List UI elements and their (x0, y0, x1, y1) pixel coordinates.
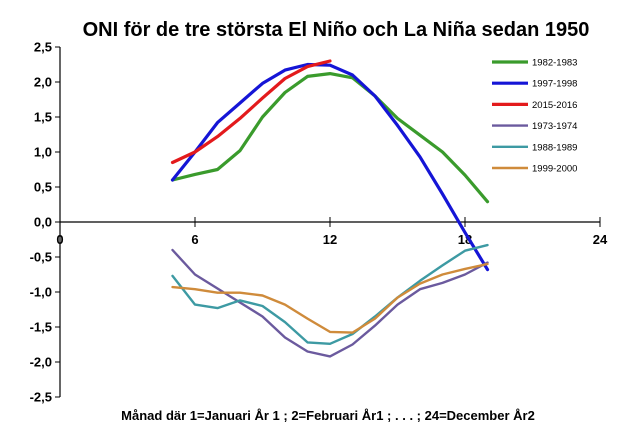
series-line-1999-2000 (171, 262, 489, 334)
y-tick-label: -1,5 (30, 320, 52, 335)
y-tick-label: -2,0 (30, 355, 52, 370)
x-tick-label: 12 (323, 232, 337, 247)
series-line-1988-1989 (171, 243, 489, 345)
y-tick-label: 2,0 (34, 75, 52, 90)
y-tick-label: 0,0 (34, 215, 52, 230)
y-tick-label: -0,5 (30, 250, 52, 265)
series-line-1982-1983 (170, 71, 490, 204)
y-tick-label: 1,0 (34, 145, 52, 160)
legend-label: 1973-1974 (532, 121, 577, 132)
chart-title: ONI för de tre största El Niño och La Ni… (83, 19, 590, 41)
legend: 1982-1983 1997-1998 2015-2016 1973-1974 1988… (492, 58, 577, 175)
x-tick-label: 24 (593, 232, 608, 247)
series-line-2015-2016 (170, 59, 332, 165)
x-tick-label: 6 (191, 232, 198, 247)
y-tick-label: 1,5 (34, 110, 52, 125)
legend-label: 1988-1989 (532, 142, 577, 153)
series-line-1997-1998 (170, 62, 490, 272)
legend-label: 1997-1998 (532, 79, 577, 90)
y-tick-label: -2,5 (30, 390, 52, 405)
axes: 2,5 2,0 1,5 1,0 0,5 0,0 -0,5 -1,0 -1,5 -2,0 -2,5 0 6… (30, 40, 608, 405)
x-tick-label: 0 (56, 232, 63, 247)
y-tick-label: -1,0 (30, 285, 52, 300)
y-tick-label: 0,5 (34, 180, 52, 195)
legend-label: 2015-2016 (532, 100, 577, 111)
x-axis-label: Månad där 1=Januari År 1 ; 2=Februari År… (121, 408, 535, 423)
series-lines (170, 59, 490, 358)
legend-label: 1999-2000 (532, 164, 577, 175)
legend-label: 1982-1983 (532, 58, 577, 69)
y-tick-label: 2,5 (34, 40, 52, 55)
